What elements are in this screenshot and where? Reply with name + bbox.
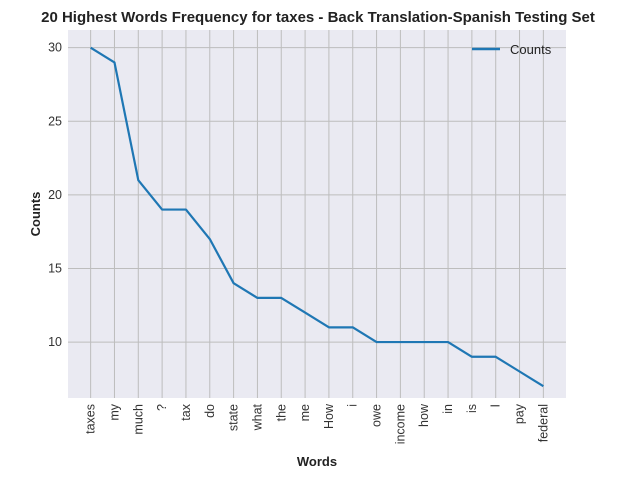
x-tick-label: much	[131, 404, 145, 435]
x-tick-label: How	[322, 403, 336, 429]
x-tick-label: do	[203, 404, 217, 418]
x-tick-label: in	[441, 404, 455, 414]
x-tick-label: state	[227, 404, 241, 431]
y-axis-ticks: 10 15 20 25 30	[48, 41, 62, 349]
x-tick-label: taxes	[84, 404, 98, 434]
x-tick-label: federal	[536, 404, 550, 442]
x-tick-label: pay	[513, 403, 527, 424]
x-tick-label: owe	[370, 404, 384, 427]
x-tick-label: what	[250, 403, 264, 431]
x-tick-label: tax	[179, 403, 193, 420]
y-tick-label: 20	[48, 188, 62, 202]
y-axis-label: Counts	[28, 192, 43, 237]
x-tick-label: ?	[155, 404, 169, 411]
legend: Counts	[472, 42, 552, 57]
counts-series-line	[90, 46, 544, 388]
x-tick-label: how	[417, 403, 431, 427]
plot-area	[68, 30, 566, 398]
y-tick-label: 25	[48, 114, 62, 128]
x-axis-ticks: taxes my much? tax do state what the me How i owe in…	[84, 403, 551, 444]
grid-lines	[68, 30, 566, 398]
x-tick-label: income	[393, 404, 407, 444]
chart-title: 20 Highest Words Frequency for taxes - B…	[41, 9, 595, 26]
x-tick-label: i	[346, 404, 360, 407]
y-tick-label: 30	[48, 41, 62, 55]
legend-label: Counts	[510, 42, 552, 57]
x-tick-label: my	[107, 403, 121, 420]
x-tick-label: the	[274, 404, 288, 421]
y-tick-label: 10	[48, 335, 62, 349]
x-tick-label: me	[298, 404, 312, 421]
x-axis-label: Words	[297, 454, 337, 469]
y-tick-label: 15	[48, 261, 62, 275]
x-tick-label: is	[465, 404, 479, 413]
x-tick-label: I	[489, 404, 503, 407]
